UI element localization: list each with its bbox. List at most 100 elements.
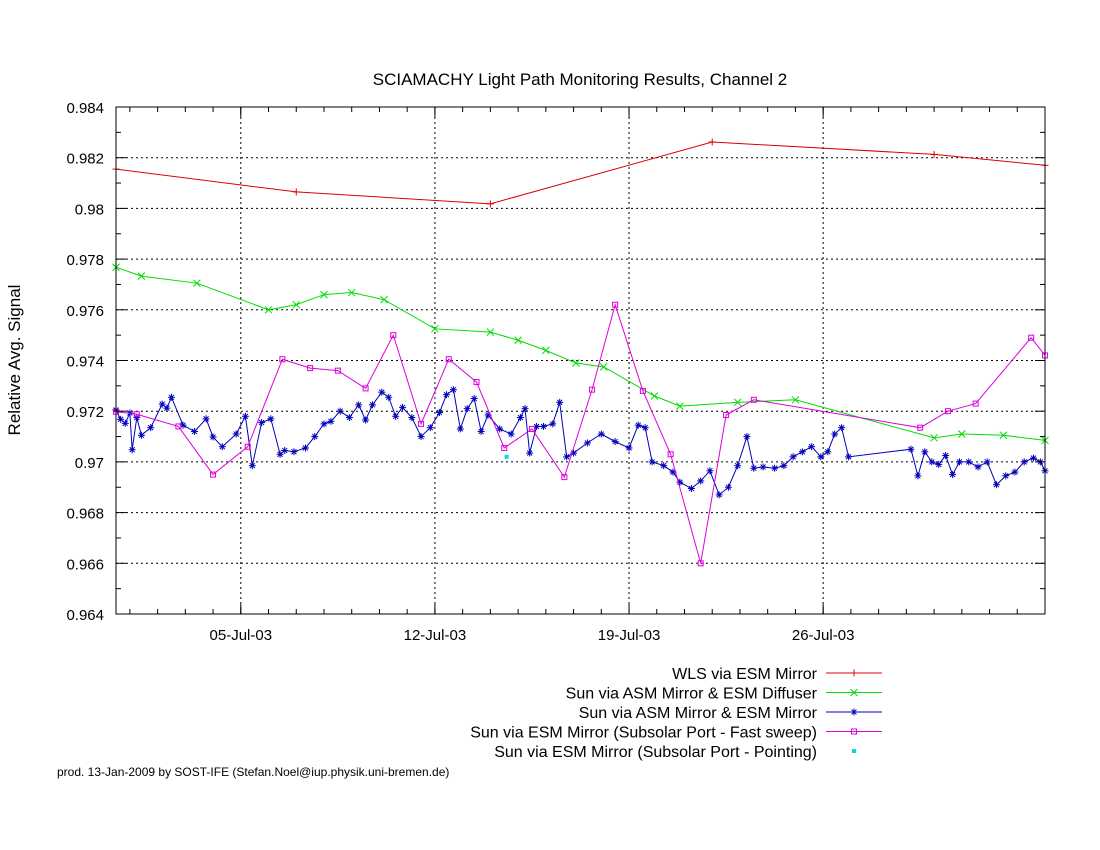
legend: WLS via ESM Mirror Sun via ASM Mirror & E… bbox=[470, 666, 882, 761]
plot-frame bbox=[115, 106, 1046, 615]
y-tick-label: 0.972 bbox=[66, 404, 104, 421]
data-point bbox=[851, 728, 857, 735]
data-point bbox=[362, 416, 370, 424]
data-point bbox=[355, 401, 363, 409]
legend-label: Sun via ASM Mirror & ESM Diffuser bbox=[566, 686, 818, 703]
data-point bbox=[572, 359, 580, 367]
data-point bbox=[845, 453, 853, 461]
data-point bbox=[167, 393, 175, 401]
data-point bbox=[798, 448, 806, 456]
data-point bbox=[808, 443, 816, 451]
y-tick-label: 0.97 bbox=[75, 455, 104, 472]
data-point bbox=[380, 295, 388, 304]
data-point bbox=[445, 356, 452, 363]
legend-entry: Sun via ASM Mirror & ESM Mirror bbox=[579, 705, 882, 722]
data-point bbox=[1029, 454, 1037, 462]
data-point bbox=[504, 454, 509, 459]
data-point bbox=[334, 367, 341, 374]
data-point bbox=[431, 324, 439, 333]
data-point bbox=[345, 414, 353, 422]
data-point bbox=[191, 427, 199, 435]
data-point bbox=[399, 403, 407, 411]
data-point bbox=[281, 446, 289, 454]
data-point bbox=[147, 424, 155, 432]
data-point bbox=[599, 362, 608, 371]
data-point bbox=[556, 398, 564, 406]
data-point bbox=[320, 290, 328, 299]
data-point bbox=[137, 272, 146, 280]
series-line bbox=[115, 302, 1046, 564]
data-point bbox=[436, 408, 444, 416]
data-point bbox=[589, 386, 596, 393]
y-tick-label: 0.974 bbox=[66, 354, 104, 371]
data-point bbox=[612, 301, 619, 308]
legend-label: Sun via ESM Mirror (Subsolar Port - Fast… bbox=[470, 725, 817, 742]
data-point bbox=[486, 328, 495, 336]
data-point bbox=[279, 356, 286, 363]
data-point bbox=[817, 453, 825, 461]
data-point bbox=[418, 420, 425, 427]
legend-entry: Sun via ESM Mirror (Subsolar Port - Poin… bbox=[494, 744, 856, 761]
data-point bbox=[965, 458, 973, 466]
data-point bbox=[930, 433, 938, 442]
data-point bbox=[660, 462, 668, 470]
x-axis: 05-Jul-03 12-Jul-03 19-Jul-03 26-Jul-03 bbox=[129, 107, 1046, 644]
data-point bbox=[290, 448, 298, 456]
data-point bbox=[917, 424, 924, 431]
data-point bbox=[244, 443, 251, 450]
data-point bbox=[955, 458, 963, 466]
data-point bbox=[930, 150, 938, 158]
data-point bbox=[276, 450, 284, 458]
data-point bbox=[163, 404, 171, 412]
data-point bbox=[625, 444, 633, 452]
data-point bbox=[992, 481, 1000, 489]
data-point bbox=[158, 400, 166, 408]
data-point bbox=[327, 417, 335, 425]
data-point bbox=[301, 444, 309, 452]
data-point bbox=[723, 412, 730, 419]
x-tick-label: 12-Jul-03 bbox=[404, 627, 467, 644]
legend-label: Sun via ESM Mirror (Subsolar Port - Poin… bbox=[494, 744, 817, 761]
y-tick-label: 0.978 bbox=[66, 252, 104, 269]
data-point bbox=[942, 452, 950, 460]
data-point bbox=[486, 200, 494, 208]
data-point bbox=[528, 425, 535, 432]
data-point bbox=[639, 387, 646, 394]
data-point bbox=[852, 749, 856, 753]
x-tick-label: 05-Jul-03 bbox=[210, 627, 273, 644]
data-point bbox=[521, 405, 529, 413]
data-point bbox=[667, 451, 674, 458]
data-point bbox=[831, 430, 839, 438]
data-point bbox=[193, 279, 201, 288]
data-point bbox=[944, 408, 951, 415]
data-point bbox=[676, 402, 684, 410]
data-point bbox=[641, 424, 649, 432]
data-point bbox=[218, 443, 226, 451]
data-point bbox=[292, 188, 300, 196]
data-point bbox=[392, 412, 400, 420]
data-point bbox=[202, 415, 210, 423]
data-point bbox=[983, 458, 991, 466]
data-point bbox=[209, 433, 217, 441]
data-point bbox=[449, 386, 457, 394]
data-point bbox=[117, 415, 125, 423]
data-point bbox=[597, 430, 605, 438]
data-point bbox=[320, 420, 328, 428]
data-point bbox=[426, 424, 434, 432]
series-layer bbox=[112, 138, 1049, 567]
data-point bbox=[133, 414, 141, 422]
data-point bbox=[928, 458, 936, 466]
data-point bbox=[611, 438, 619, 446]
data-point bbox=[514, 336, 522, 345]
data-point bbox=[724, 483, 732, 491]
series-4 bbox=[113, 301, 1048, 567]
series-3 bbox=[112, 386, 1049, 499]
data-point bbox=[780, 462, 788, 470]
legend-entry: WLS via ESM Mirror bbox=[672, 666, 882, 683]
data-point bbox=[759, 463, 767, 471]
data-point bbox=[267, 415, 275, 423]
data-point bbox=[921, 448, 929, 456]
data-point bbox=[463, 405, 471, 413]
data-point bbox=[417, 433, 425, 441]
data-point bbox=[935, 460, 943, 468]
